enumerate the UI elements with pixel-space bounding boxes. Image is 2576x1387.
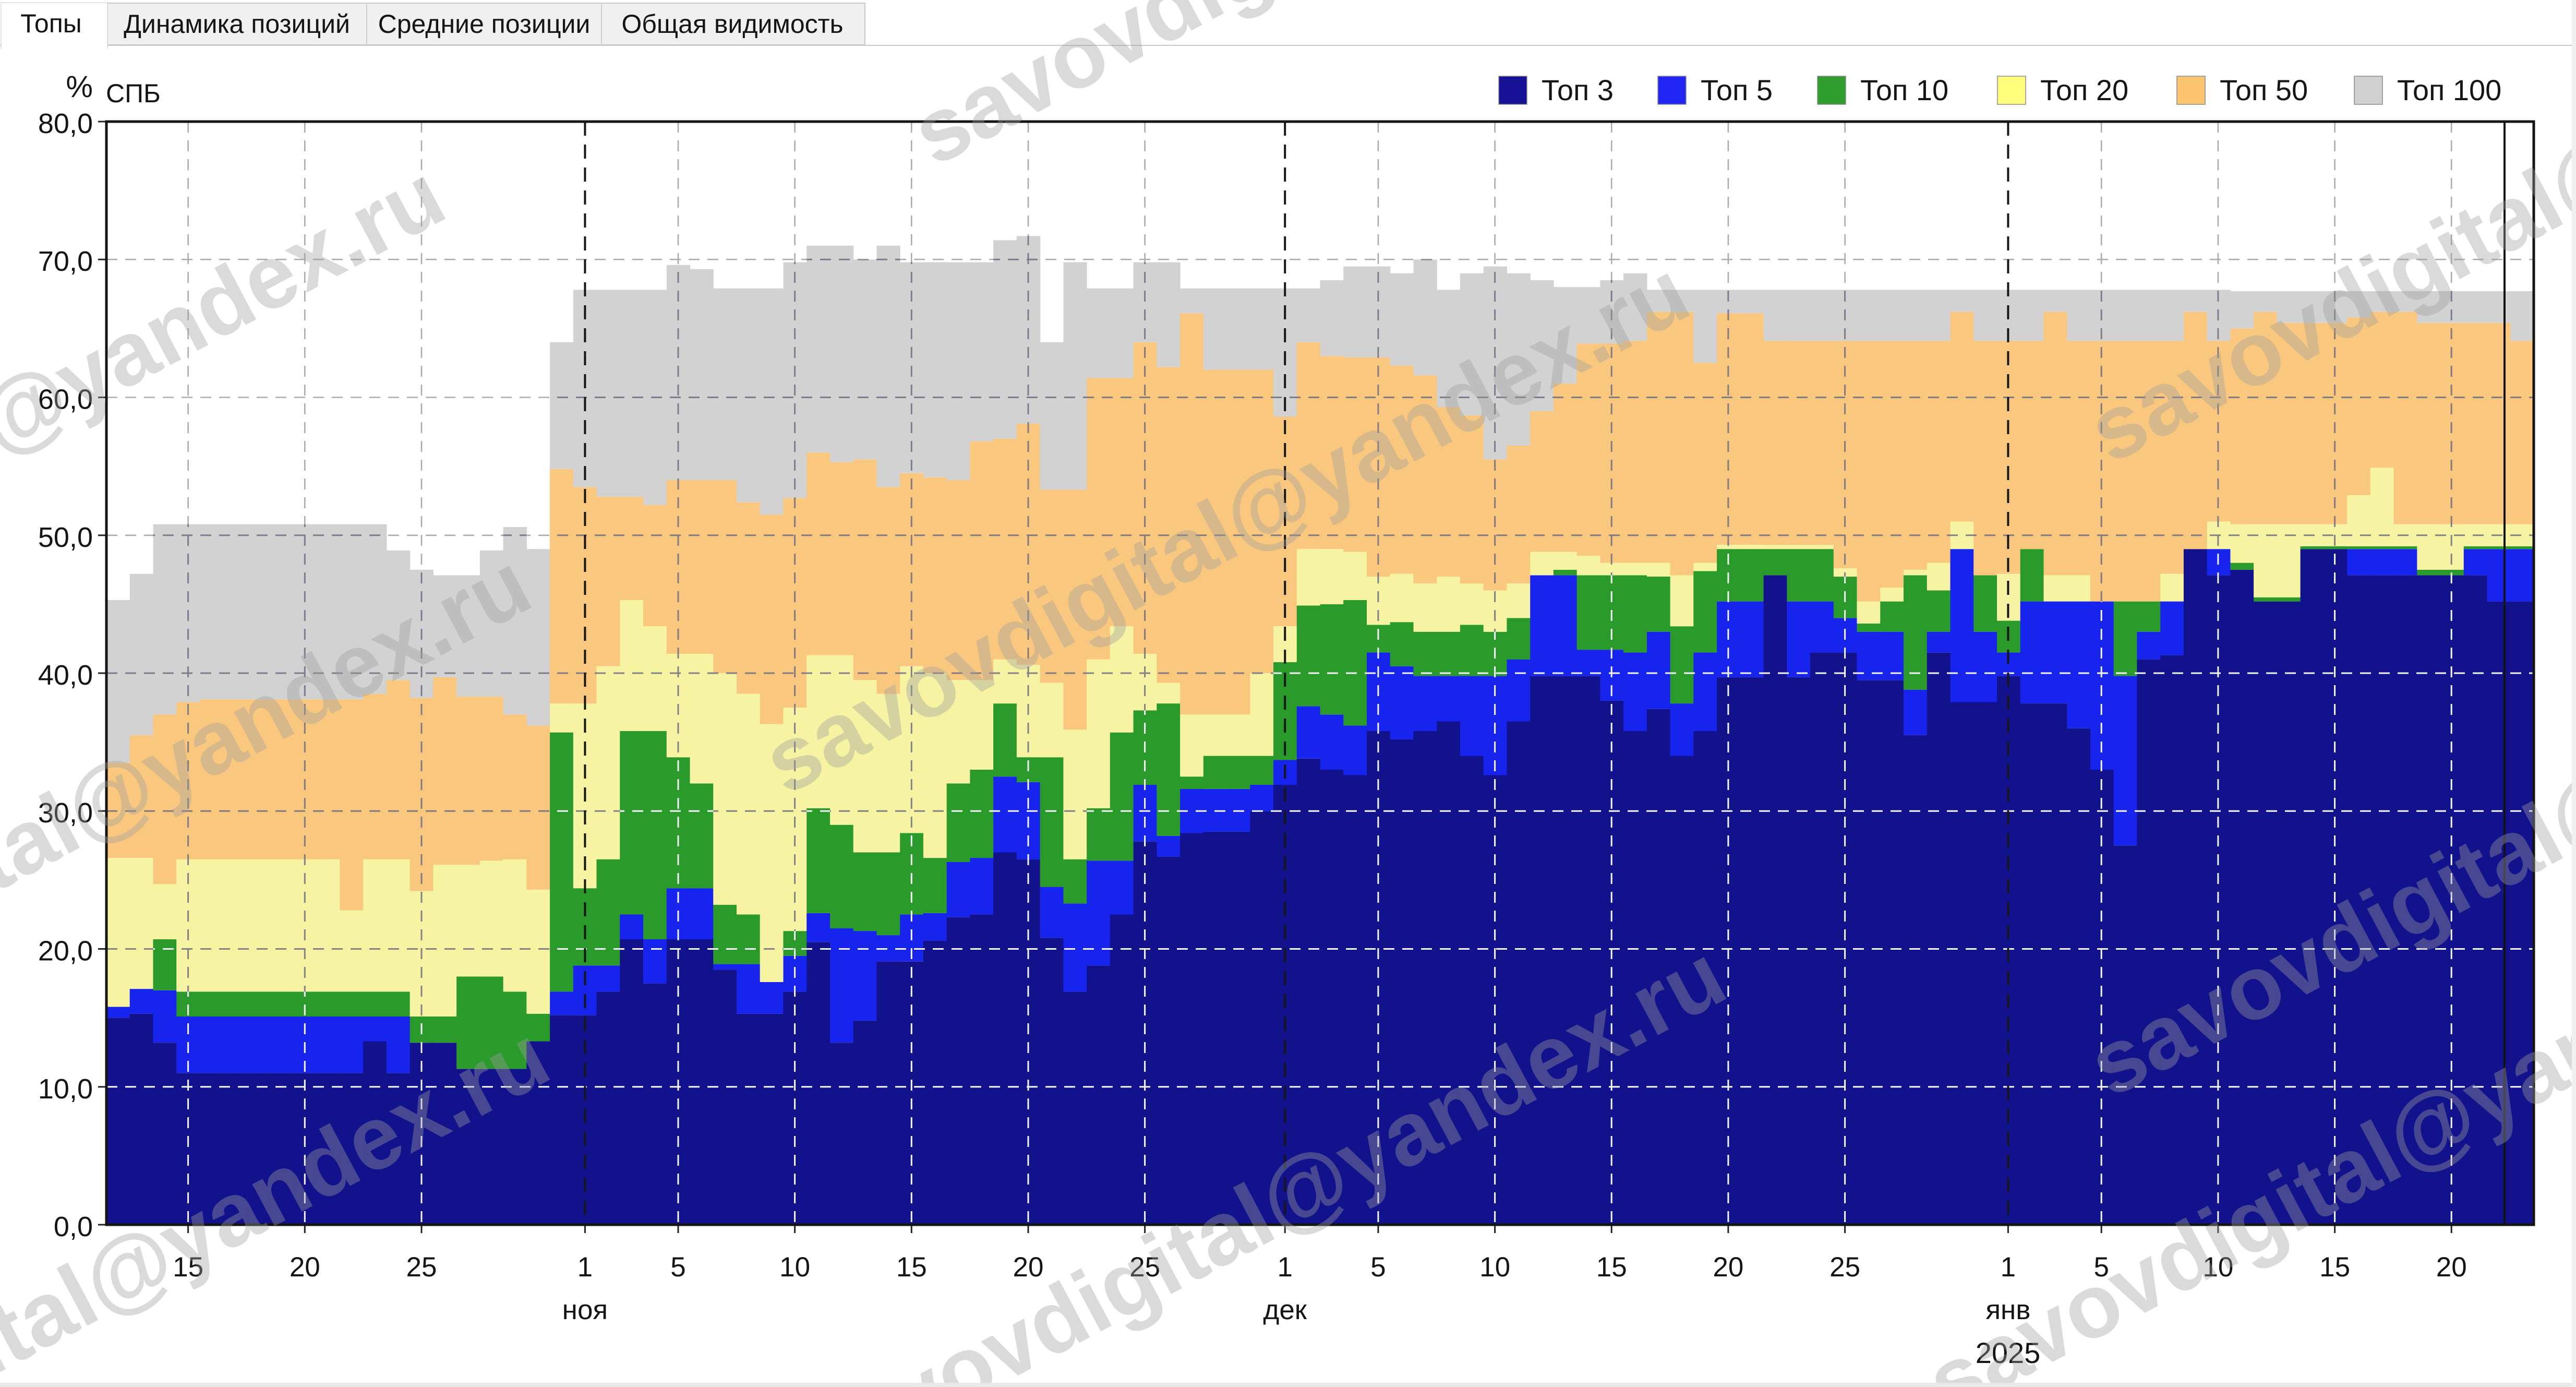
svg-text:15: 15 — [2319, 1252, 2350, 1283]
svg-text:20,0: 20,0 — [38, 936, 93, 967]
svg-text:Топ 3: Топ 3 — [1542, 74, 1614, 106]
svg-text:10: 10 — [779, 1252, 810, 1283]
svg-text:40,0: 40,0 — [38, 660, 93, 691]
svg-text:Средние позиции: Средние позиции — [378, 9, 591, 39]
svg-text:СПБ: СПБ — [106, 79, 161, 108]
svg-text:70,0: 70,0 — [38, 246, 93, 277]
svg-text:Топ 5: Топ 5 — [1701, 74, 1773, 106]
svg-text:80,0: 80,0 — [38, 108, 93, 139]
svg-text:Топ 50: Топ 50 — [2220, 74, 2308, 106]
svg-text:Топы: Топы — [20, 9, 81, 38]
svg-text:дек: дек — [1263, 1295, 1307, 1325]
svg-text:15: 15 — [896, 1252, 927, 1283]
svg-text:10: 10 — [2202, 1252, 2233, 1283]
svg-text:1: 1 — [2001, 1252, 2016, 1283]
svg-text:ноя: ноя — [562, 1295, 608, 1325]
svg-text:Общая видимость: Общая видимость — [621, 9, 843, 39]
svg-text:5: 5 — [670, 1252, 685, 1283]
svg-text:1: 1 — [1277, 1252, 1292, 1283]
svg-text:Динамика позиций: Динамика позиций — [124, 9, 350, 39]
svg-text:10: 10 — [1479, 1252, 1510, 1283]
svg-text:5: 5 — [2093, 1252, 2109, 1283]
svg-text:%: % — [66, 70, 93, 104]
svg-text:янв: янв — [1985, 1295, 2030, 1325]
svg-text:Топ 100: Топ 100 — [2397, 74, 2501, 106]
svg-text:Топ 20: Топ 20 — [2040, 74, 2128, 106]
svg-text:0,0: 0,0 — [54, 1211, 93, 1242]
svg-text:25: 25 — [1829, 1252, 1860, 1283]
svg-text:2025: 2025 — [1976, 1336, 2041, 1369]
svg-text:25: 25 — [406, 1252, 437, 1283]
svg-text:20: 20 — [2436, 1252, 2467, 1283]
svg-text:60,0: 60,0 — [38, 384, 93, 415]
svg-text:25: 25 — [1129, 1252, 1160, 1283]
svg-text:30,0: 30,0 — [38, 797, 93, 829]
svg-text:5: 5 — [1370, 1252, 1386, 1283]
svg-text:10,0: 10,0 — [38, 1073, 93, 1105]
svg-text:20: 20 — [1713, 1252, 1743, 1283]
svg-text:15: 15 — [1596, 1252, 1627, 1283]
svg-text:Топ 10: Топ 10 — [1860, 74, 1948, 106]
svg-text:50,0: 50,0 — [38, 522, 93, 553]
svg-text:15: 15 — [173, 1252, 203, 1283]
svg-text:20: 20 — [1013, 1252, 1044, 1283]
svg-text:20: 20 — [290, 1252, 320, 1283]
svg-text:1: 1 — [577, 1252, 593, 1283]
